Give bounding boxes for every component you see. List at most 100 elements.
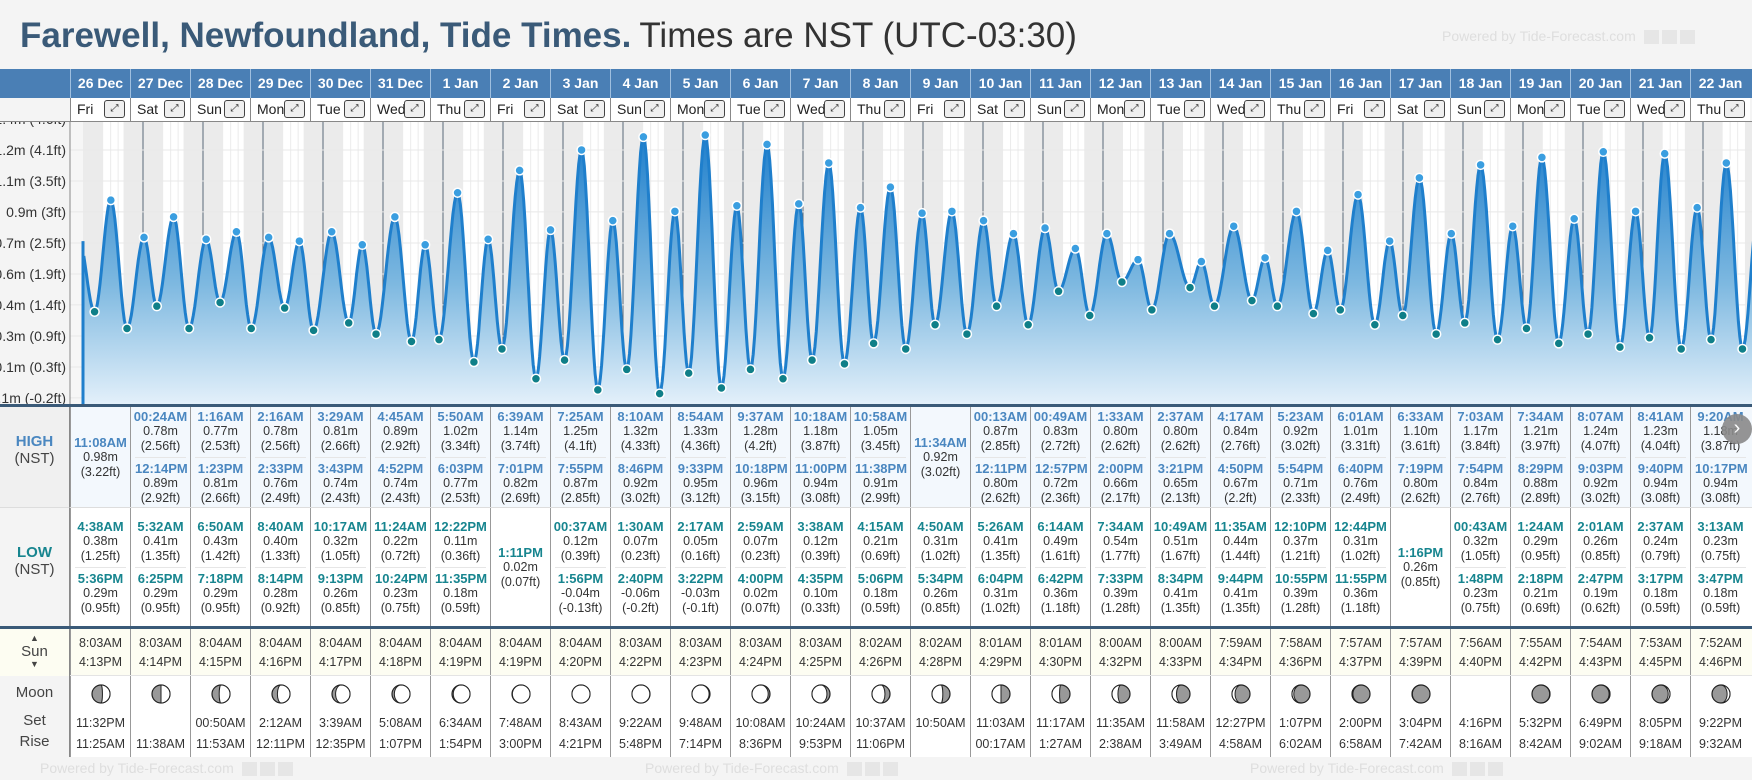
high-tide-cell: 10:18AM 1.18m (3.87ft) 11:00PM 0.94m (3.08ft) xyxy=(790,407,850,507)
high-tide-entry: 4:17AM 0.84m (2.76ft) xyxy=(1211,406,1270,457)
weekday-cell: Wed ⤢ xyxy=(1210,98,1270,121)
moon-cell: 2:00PM 6:58AM xyxy=(1330,676,1390,758)
high-tide-height-ft: (3.31ft) xyxy=(1340,438,1381,453)
expand-day-button[interactable]: ⤢ xyxy=(764,100,785,118)
expand-day-button[interactable]: ⤢ xyxy=(884,100,905,118)
low-tide-height-ft: (1.18ft) xyxy=(1040,600,1081,615)
high-tide-height-m: 0.92m xyxy=(923,449,958,464)
expand-day-button[interactable]: ⤢ xyxy=(164,100,185,118)
low-tide-height-ft: (1.61ft) xyxy=(1040,548,1081,563)
high-tide-cell: 7:03AM 1.17m (3.84ft) 7:54PM 0.84m (2.76ft) xyxy=(1450,407,1510,507)
expand-day-button[interactable]: ⤢ xyxy=(344,100,365,118)
high-tide-height-ft: (3.97ft) xyxy=(1520,438,1561,453)
high-tide-time: 1:16AM xyxy=(197,408,244,424)
low-tide-point xyxy=(1459,317,1471,329)
low-tide-height-m: 0.23m xyxy=(1463,585,1498,600)
moon-cell: 6:49PM 9:02AM xyxy=(1570,676,1630,758)
expand-day-button[interactable]: ⤢ xyxy=(1004,100,1025,118)
expand-day-button[interactable]: ⤢ xyxy=(1124,100,1145,118)
moon-phase-icon xyxy=(90,684,111,704)
sun-cell: 7:54AM 4:43PM xyxy=(1570,629,1630,675)
low-tide-height-ft: (0.72ft) xyxy=(380,548,421,563)
expand-day-button[interactable]: ⤢ xyxy=(584,100,605,118)
expand-day-button[interactable]: ⤢ xyxy=(704,100,725,118)
expand-day-button[interactable]: ⤢ xyxy=(944,100,965,118)
high-tide-entry: 2:33PM 0.76m (2.49ft) xyxy=(255,456,306,509)
weekday-label: Tue xyxy=(1577,101,1601,117)
low-tide-height-ft: (1.35ft) xyxy=(140,548,181,563)
high-tide-point xyxy=(761,139,773,150)
expand-day-button[interactable]: ⤢ xyxy=(1484,100,1505,118)
expand-day-button[interactable]: ⤢ xyxy=(1244,100,1265,118)
expand-day-button[interactable]: ⤢ xyxy=(1364,100,1385,118)
expand-day-button[interactable]: ⤢ xyxy=(824,100,845,118)
weekday-cell: Mon ⤢ xyxy=(250,98,310,121)
sunset-time: 4:37PM xyxy=(1338,654,1383,669)
expand-day-button[interactable]: ⤢ xyxy=(1064,100,1085,118)
low-tide-cell: 10:17AM 0.32m (1.05ft) 9:13PM 0.26m (0.85ft) xyxy=(310,508,370,626)
high-tide-height-ft: (3.08ft) xyxy=(1700,490,1741,505)
high-tide-point xyxy=(1164,228,1175,239)
date-header: 13 Jan xyxy=(1150,69,1210,98)
high-tide-time: 10:17PM xyxy=(1695,460,1748,476)
low-tide-point xyxy=(1430,328,1442,340)
expand-day-button[interactable]: ⤢ xyxy=(1304,100,1325,118)
expand-day-button[interactable]: ⤢ xyxy=(1664,100,1685,118)
moonrise-time: 3:49AM xyxy=(1158,737,1203,751)
sun-cell: 8:04AM 4:16PM xyxy=(250,629,310,675)
low-tide-time: 4:15AM xyxy=(857,518,904,534)
expand-day-button[interactable]: ⤢ xyxy=(1724,100,1745,118)
expand-day-button[interactable]: ⤢ xyxy=(104,100,125,118)
high-tide-time: 11:00PM xyxy=(795,460,848,476)
low-tide-time: 9:13PM xyxy=(317,570,364,586)
low-tide-point xyxy=(496,343,508,355)
low-tides-section: 4:38AM 0.38m (1.25ft) 5:36PM 0.29m (0.95ft) 5:… xyxy=(70,508,1752,626)
high-tide-height-m: 0.81m xyxy=(323,423,358,438)
expand-day-button[interactable]: ⤢ xyxy=(1604,100,1625,118)
low-tide-height-ft: (0.69ft) xyxy=(860,548,901,563)
next-days-button[interactable]: › xyxy=(1722,414,1752,444)
expand-day-button[interactable]: ⤢ xyxy=(464,100,485,118)
low-tide-height-ft: (0.59ft) xyxy=(1640,600,1681,615)
date-header: 14 Jan xyxy=(1210,69,1270,98)
low-tide-cell: 5:32AM 0.41m (1.35ft) 6:25PM 0.29m (0.95ft) xyxy=(130,508,190,626)
weekday-header-row: Fri ⤢ Sat ⤢ Sun ⤢ Mon ⤢ Tue ⤢ Wed ⤢ Thu ⤢ Fri ⤢ Sat ⤢ Sun ⤢… xyxy=(0,98,1752,122)
watermark-text: Powered by Tide-Forecast.com xyxy=(40,760,234,776)
expand-day-button[interactable]: ⤢ xyxy=(524,100,545,118)
expand-day-button[interactable]: ⤢ xyxy=(644,100,665,118)
sunrise-time: 8:01AM xyxy=(1038,635,1083,650)
low-tide-point xyxy=(1582,328,1594,340)
low-tide-point xyxy=(654,388,665,399)
expand-day-button[interactable]: ⤢ xyxy=(1544,100,1565,118)
moonrise-time: 1:27AM xyxy=(1038,737,1083,751)
low-tide-time: 1:48PM xyxy=(1457,570,1504,586)
low-tide-height-m: 0.18m xyxy=(863,585,898,600)
low-tide-height-ft: (0.92ft) xyxy=(260,600,301,615)
low-tide-height-ft: (1.77ft) xyxy=(1100,548,1141,563)
expand-day-button[interactable]: ⤢ xyxy=(1424,100,1445,118)
low-tide-point xyxy=(308,325,319,336)
high-tide-height-ft: (2.66ft) xyxy=(200,490,241,505)
sunrise-time: 7:53AM xyxy=(1638,635,1683,650)
low-tide-height-m: 0.21m xyxy=(1523,585,1558,600)
high-tide-entry: 1:23PM 0.81m (2.66ft) xyxy=(195,456,246,509)
low-tide-entry: 6:14AM 0.49m (1.61ft) xyxy=(1031,516,1090,567)
moonrise-time: 12:11PM xyxy=(255,737,306,751)
low-tide-height-m: 0.21m xyxy=(863,533,898,548)
high-tide-height-ft: (3.22ft) xyxy=(80,464,121,479)
expand-day-button[interactable]: ⤢ xyxy=(404,100,425,118)
low-tide-height-ft: (0.69ft) xyxy=(1520,600,1561,615)
expand-day-button[interactable]: ⤢ xyxy=(224,100,245,118)
expand-day-button[interactable]: ⤢ xyxy=(284,100,305,118)
moon-cell: 11:03AM 00:17AM xyxy=(970,676,1030,758)
high-tide-height-ft: (2.92ft) xyxy=(380,438,421,453)
expand-day-button[interactable]: ⤢ xyxy=(1184,100,1205,118)
weekday-label: Mon xyxy=(257,101,285,117)
high-tide-time: 6:33AM xyxy=(1397,408,1444,424)
date-header: 4 Jan xyxy=(610,69,670,98)
moonrise-time: 7:42AM xyxy=(1398,737,1443,751)
low-tide-height-ft: (1.33ft) xyxy=(260,548,301,563)
high-tide-entry: 8:41AM 1.23m (4.04ft) xyxy=(1631,406,1690,457)
low-tide-height-m: 0.10m xyxy=(803,585,838,600)
high-tide-entry: 2:00PM 0.66m (2.17ft) xyxy=(1095,456,1146,509)
